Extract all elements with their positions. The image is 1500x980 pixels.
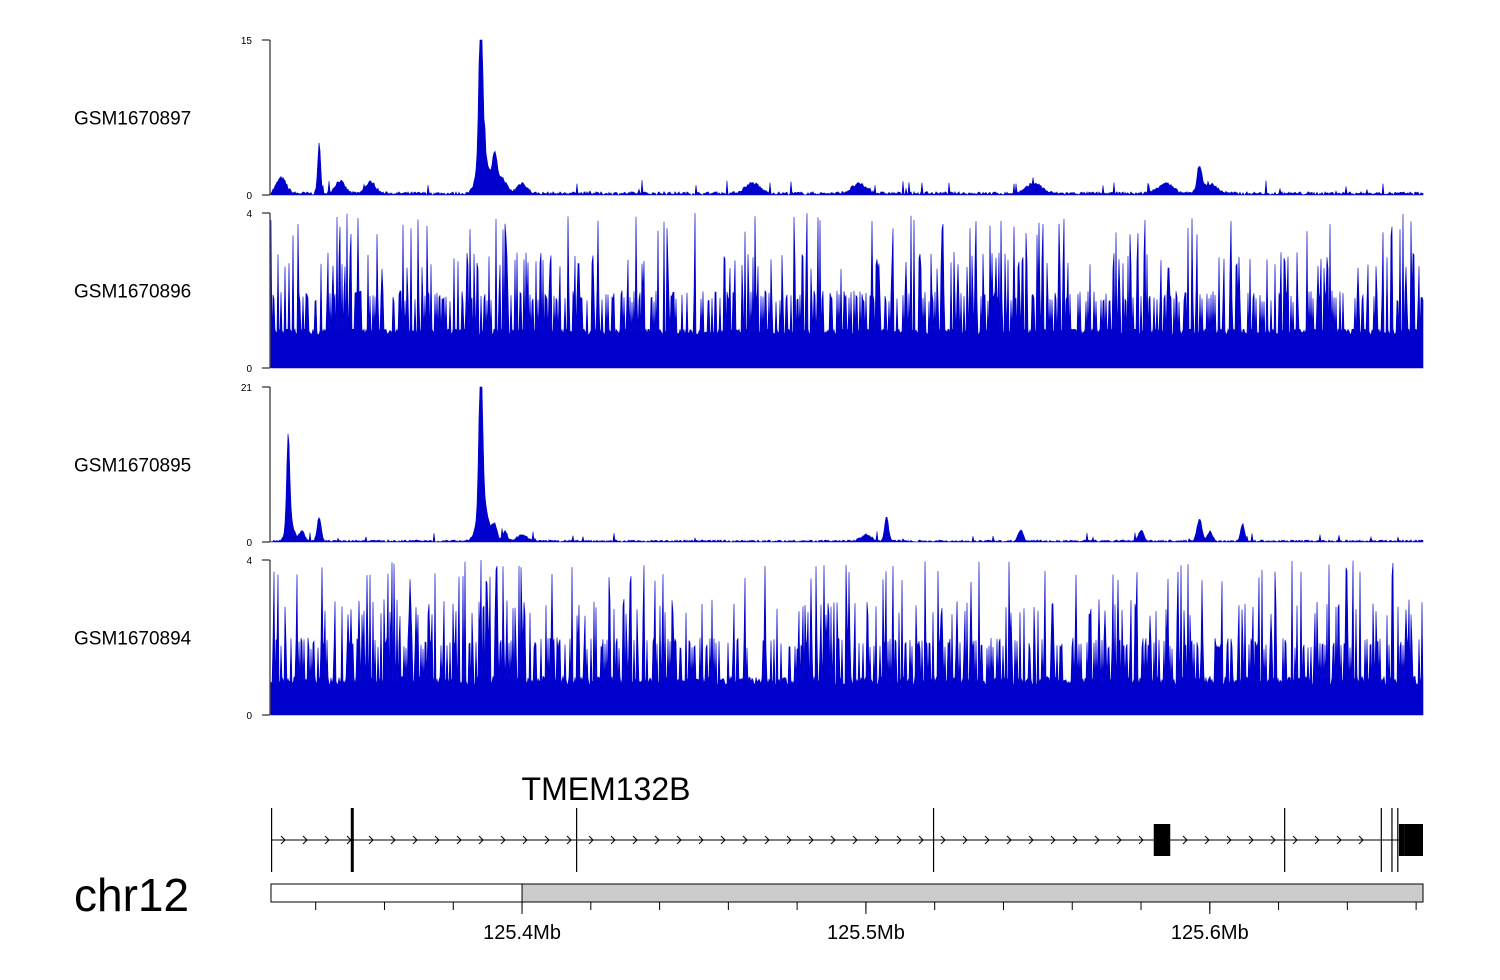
signal-area xyxy=(270,39,1424,196)
strand-arrow xyxy=(786,835,792,845)
gene-track: TMEM132B xyxy=(271,771,1423,872)
x-tick-label: 125.6Mb xyxy=(1171,922,1249,944)
strand-arrow xyxy=(456,835,462,845)
strand-arrow xyxy=(1314,835,1320,845)
y-tick-label-max: 21 xyxy=(241,383,253,394)
strand-arrow xyxy=(676,835,682,845)
strand-arrow xyxy=(1248,835,1254,845)
track-label: GSM1670896 xyxy=(74,282,191,303)
y-tick-label-min: 0 xyxy=(246,538,252,549)
strand-arrow xyxy=(984,835,990,845)
strand-arrow xyxy=(324,835,330,845)
strand-arrow xyxy=(434,835,440,845)
strand-arrow xyxy=(852,835,858,845)
strand-arrow xyxy=(368,835,374,845)
strand-arrow xyxy=(962,835,968,845)
strand-arrow xyxy=(764,835,770,845)
strand-arrow xyxy=(1358,835,1364,845)
strand-arrow xyxy=(280,835,286,845)
track-GSM1670895: GSM1670895 21 0 xyxy=(74,383,1424,549)
exon xyxy=(1398,824,1405,856)
strand-arrow xyxy=(1072,835,1078,845)
exon xyxy=(1380,808,1382,872)
strand-arrow xyxy=(1204,835,1210,845)
strand-arrow xyxy=(1182,835,1188,845)
strand-arrow xyxy=(830,835,836,845)
exon xyxy=(932,808,935,872)
strand-arrow xyxy=(1094,835,1100,845)
strand-arrow xyxy=(874,835,880,845)
x-tick-label: 125.5Mb xyxy=(827,922,905,944)
strand-arrow xyxy=(544,835,550,845)
strand-arrow xyxy=(940,835,946,845)
signal-tracks: GSM1670897150GSM167089640GSM1670895210GS… xyxy=(74,36,1424,722)
signal-area xyxy=(270,559,1424,716)
strand-arrow xyxy=(632,835,638,845)
strand-arrow xyxy=(588,835,594,845)
strand-arrow xyxy=(896,835,902,845)
strand-arrow xyxy=(918,835,924,845)
gene-name: TMEM132B xyxy=(522,771,691,807)
strand-arrow xyxy=(610,835,616,845)
strand-arrow xyxy=(720,835,726,845)
strand-arrow xyxy=(1270,835,1276,845)
exon xyxy=(1284,808,1286,872)
x-tick-label: 125.4Mb xyxy=(483,922,561,944)
track-GSM1670896: GSM1670896 4 0 xyxy=(74,209,1424,375)
strand-arrow xyxy=(412,835,418,845)
exon xyxy=(271,808,273,872)
track-label: GSM1670895 xyxy=(74,456,191,477)
exon xyxy=(1391,808,1393,872)
track-label: GSM1670894 xyxy=(74,629,192,650)
y-tick-label-max: 4 xyxy=(246,209,252,220)
chromosome-label: chr12 xyxy=(74,869,189,921)
exon xyxy=(1153,824,1171,856)
strand-arrow xyxy=(500,835,506,845)
strand-arrow xyxy=(1138,835,1144,845)
strand-arrow xyxy=(1116,835,1122,845)
strand-arrow xyxy=(478,835,484,845)
track-GSM1670897: GSM1670897 15 0 xyxy=(74,36,1424,202)
strand-arrow xyxy=(698,835,704,845)
ideogram-highlight xyxy=(270,883,523,903)
y-tick-label-max: 15 xyxy=(241,36,253,47)
strand-arrow xyxy=(742,835,748,845)
y-tick-label-min: 0 xyxy=(246,191,252,202)
y-tick-label-min: 0 xyxy=(246,364,252,375)
y-tick-label-max: 4 xyxy=(246,556,252,567)
exon xyxy=(1404,824,1423,856)
exon xyxy=(576,808,578,872)
strand-arrow xyxy=(654,835,660,845)
strand-arrow xyxy=(390,835,396,845)
strand-arrow xyxy=(1028,835,1034,845)
strand-arrow xyxy=(1336,835,1342,845)
strand-arrow xyxy=(302,835,308,845)
genome-axis: chr12 125.4Mb 125.5Mb 125.6Mb xyxy=(74,869,1424,944)
track-label: GSM1670897 xyxy=(74,109,191,130)
signal-area xyxy=(270,386,1424,543)
track-GSM1670894: GSM1670894 4 0 xyxy=(74,556,1424,722)
exon xyxy=(1397,808,1399,872)
signal-area xyxy=(270,212,1424,369)
strand-arrow xyxy=(1050,835,1056,845)
y-tick-label-min: 0 xyxy=(246,711,252,722)
strand-arrow xyxy=(1226,835,1232,845)
exon xyxy=(350,808,354,872)
strand-arrow xyxy=(1292,835,1298,845)
strand-arrow xyxy=(522,835,528,845)
strand-arrow xyxy=(1006,835,1012,845)
strand-arrow xyxy=(808,835,814,845)
strand-arrow xyxy=(566,835,572,845)
